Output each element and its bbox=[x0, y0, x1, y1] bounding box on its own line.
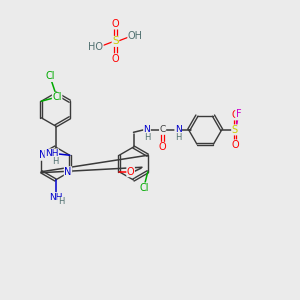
Text: OH: OH bbox=[128, 31, 143, 41]
Text: O: O bbox=[231, 140, 239, 150]
Text: Cl: Cl bbox=[46, 71, 56, 82]
Text: Cl: Cl bbox=[140, 183, 149, 193]
Text: HO: HO bbox=[88, 42, 103, 52]
Text: N: N bbox=[39, 150, 47, 160]
Text: Cl: Cl bbox=[52, 92, 62, 102]
Text: O: O bbox=[231, 110, 239, 120]
Text: O: O bbox=[112, 19, 119, 29]
Text: O: O bbox=[159, 142, 167, 152]
Text: C: C bbox=[160, 125, 166, 134]
Text: H: H bbox=[58, 197, 64, 206]
Text: NH: NH bbox=[49, 193, 62, 202]
Text: F: F bbox=[236, 109, 241, 119]
Text: NH: NH bbox=[45, 149, 58, 158]
Text: N: N bbox=[144, 125, 150, 134]
Text: H: H bbox=[175, 133, 181, 142]
Text: O: O bbox=[127, 167, 134, 177]
Text: N: N bbox=[64, 167, 72, 177]
Text: N: N bbox=[175, 125, 181, 134]
Text: H: H bbox=[144, 133, 150, 142]
Text: O: O bbox=[112, 54, 119, 64]
Text: H: H bbox=[52, 157, 59, 166]
Text: S: S bbox=[112, 36, 119, 46]
Text: S: S bbox=[232, 125, 238, 135]
